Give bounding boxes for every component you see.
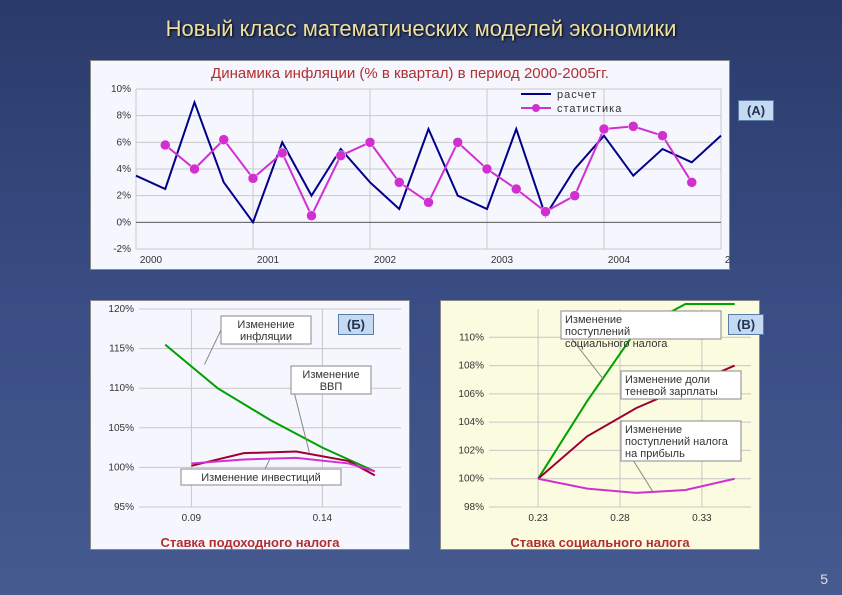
svg-text:Изменение: Изменение	[237, 319, 294, 331]
svg-text:105%: 105%	[108, 423, 134, 434]
svg-text:инфляции: инфляции	[240, 331, 292, 343]
chart-b-svg: 95% 100% 105% 110% 115% 120% 0.09 0.14 Изменение…	[91, 301, 411, 529]
svg-text:Изменение: Изменение	[302, 369, 359, 381]
svg-text:расчет: расчет	[557, 89, 597, 101]
svg-text:Изменение инвестиций: Изменение инвестиций	[201, 472, 321, 484]
svg-text:статистика: статистика	[557, 103, 622, 115]
badge-a: (А)	[738, 100, 774, 121]
svg-text:2%: 2%	[117, 191, 132, 202]
svg-text:на прибыль: на прибыль	[625, 448, 685, 460]
svg-text:2002: 2002	[374, 255, 397, 266]
svg-text:теневой зарплаты: теневой зарплаты	[625, 386, 718, 398]
svg-text:102%: 102%	[458, 445, 484, 456]
svg-text:0%: 0%	[117, 217, 132, 228]
svg-text:10%: 10%	[111, 84, 131, 95]
svg-text:108%: 108%	[458, 361, 484, 372]
chart-b-panel: 95% 100% 105% 110% 115% 120% 0.09 0.14 Изменение…	[90, 300, 410, 550]
svg-text:2005: 2005	[725, 255, 731, 266]
svg-text:100%: 100%	[458, 474, 484, 485]
svg-text:110%: 110%	[109, 383, 134, 394]
slide-title: Новый класс математических моделей эконо…	[0, 0, 842, 42]
svg-text:8%: 8%	[117, 111, 132, 122]
svg-text:106%: 106%	[458, 389, 484, 400]
svg-text:4%: 4%	[117, 164, 132, 175]
svg-text:120%: 120%	[108, 304, 134, 315]
svg-text:2004: 2004	[608, 255, 631, 266]
chart-a-svg: -2% 0% 2% 4% 6% 8% 10% 2000 2001 2002 2003 2004 2005…	[91, 84, 731, 269]
svg-text:2000: 2000	[140, 255, 163, 266]
svg-text:100%: 100%	[108, 462, 134, 473]
chart-b-xtitle: Ставка подоходного налога	[91, 534, 409, 550]
svg-text:0.14: 0.14	[313, 513, 333, 524]
svg-text:0.28: 0.28	[610, 513, 630, 524]
chart-c-panel: 98% 100% 102% 104% 106% 108% 110% 0.23 0.28 0.33 И…	[440, 300, 760, 550]
badge-b: (Б)	[338, 314, 374, 335]
svg-text:115%: 115%	[109, 344, 134, 355]
svg-text:0.23: 0.23	[528, 513, 548, 524]
svg-text:95%: 95%	[114, 502, 134, 513]
svg-text:6%: 6%	[117, 137, 132, 148]
svg-text:2001: 2001	[257, 255, 280, 266]
svg-text:Изменение: Изменение	[565, 314, 622, 326]
svg-text:0.09: 0.09	[182, 513, 202, 524]
svg-text:поступлений налога: поступлений налога	[625, 436, 729, 448]
svg-text:104%: 104%	[458, 417, 484, 428]
svg-text:социального налога: социального налога	[565, 338, 668, 350]
svg-text:110%: 110%	[459, 332, 484, 343]
chart-a-title: Динамика инфляции (% в квартал) в период…	[91, 61, 729, 84]
svg-text:ВВП: ВВП	[320, 381, 343, 393]
svg-text:2003: 2003	[491, 255, 514, 266]
slide-number: 5	[820, 571, 828, 587]
svg-text:Изменение доли: Изменение доли	[625, 374, 710, 386]
svg-text:98%: 98%	[464, 502, 484, 513]
chart-a-panel: Динамика инфляции (% в квартал) в период…	[90, 60, 730, 270]
svg-text:-2%: -2%	[113, 244, 131, 255]
chart-c-xtitle: Ставка социального налога	[441, 534, 759, 550]
svg-text:Изменение: Изменение	[625, 424, 682, 436]
chart-c-svg: 98% 100% 102% 104% 106% 108% 110% 0.23 0.28 0.33 И…	[441, 301, 761, 529]
svg-text:0.33: 0.33	[692, 513, 712, 524]
svg-text:поступлений: поступлений	[565, 326, 630, 338]
badge-c: (В)	[728, 314, 764, 335]
